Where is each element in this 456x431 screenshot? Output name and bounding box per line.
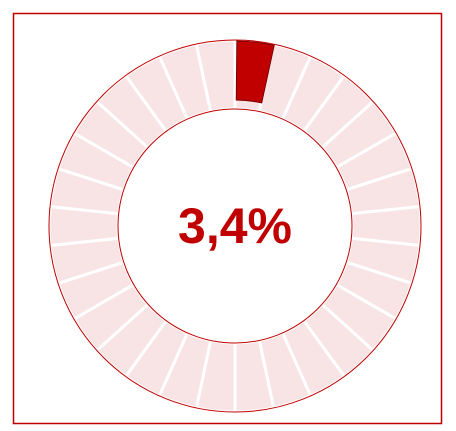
outer-ring (48, 39, 422, 413)
value-arc (235, 40, 275, 104)
inner-ring (117, 108, 353, 344)
value-label: 3,4% (178, 198, 292, 254)
